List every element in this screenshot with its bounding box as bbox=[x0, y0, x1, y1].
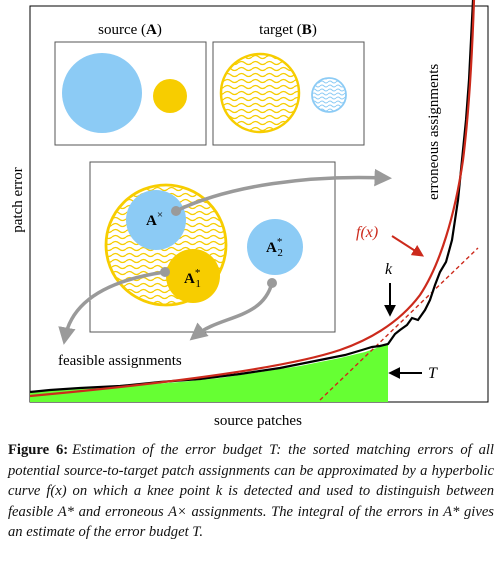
a1-circle bbox=[166, 249, 220, 303]
tangent-line bbox=[319, 247, 479, 401]
a2-label: A* 2 bbox=[266, 236, 283, 259]
error-budget-figure: source (A) target (B) A× A* 1 A* 2 feasibl… bbox=[10, 0, 489, 429]
figure-caption: Figure 6: Estimation of the error budget … bbox=[8, 440, 494, 543]
target-label: target (B) bbox=[259, 22, 317, 38]
hyperbolic-curve bbox=[30, 0, 476, 398]
a-cross-label: A× bbox=[146, 209, 163, 229]
target-blue-circle bbox=[311, 77, 347, 113]
arrow-a1-to-feasible bbox=[58, 270, 166, 345]
a2-circle bbox=[247, 219, 303, 275]
caption-label: Figure 6: bbox=[8, 442, 69, 458]
target-yellow-circle bbox=[219, 52, 301, 134]
a2-dot bbox=[267, 278, 277, 288]
x-axis-label: source patches bbox=[214, 413, 302, 429]
source-label: source (A) bbox=[98, 22, 162, 38]
a-cross-dot bbox=[171, 206, 181, 216]
k-label: k bbox=[385, 261, 393, 278]
arrow-to-erroneous bbox=[175, 168, 392, 213]
y-axis-label: patch error bbox=[10, 167, 26, 232]
a-cross-circle bbox=[126, 190, 186, 250]
erroneous-label: erroneous assignments bbox=[426, 64, 442, 200]
fx-label: f(x) bbox=[356, 224, 378, 241]
fx-arrow bbox=[391, 235, 425, 257]
T-label: T bbox=[428, 365, 438, 382]
a1-label: A* 1 bbox=[184, 267, 201, 290]
caption-text: Estimation of the error budget T: the so… bbox=[8, 442, 494, 541]
feasible-label: feasible assignments bbox=[58, 353, 182, 369]
sorted-errors-curve bbox=[30, 0, 475, 394]
source-blue-circle bbox=[62, 53, 142, 133]
arrow-a2-to-feasible bbox=[189, 282, 274, 341]
source-yellow-circle bbox=[153, 79, 187, 113]
a1-dot bbox=[160, 267, 170, 277]
